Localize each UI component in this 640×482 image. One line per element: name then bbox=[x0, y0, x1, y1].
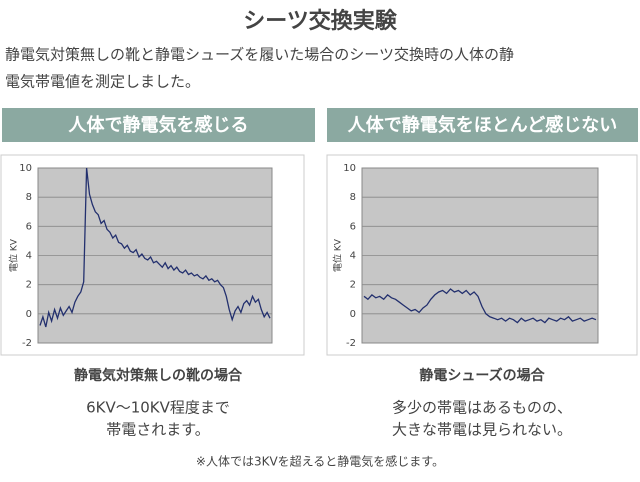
title: シーツ交換実験 bbox=[243, 8, 398, 34]
chart-note: 多少の帯電はあるものの、 bbox=[392, 399, 572, 417]
chart-heading: 人体で静電気を感じる bbox=[68, 114, 249, 136]
heading-banner bbox=[327, 108, 638, 142]
data-line bbox=[39, 167, 271, 328]
y-tick-label: 10 bbox=[343, 163, 356, 174]
y-tick-label: 4 bbox=[26, 251, 32, 262]
y-axis-label: 電位 KV bbox=[332, 238, 344, 272]
chart-caption: 静電シューズの場合 bbox=[419, 367, 545, 384]
y-tick-label: -2 bbox=[22, 338, 32, 349]
y-tick-label: 8 bbox=[350, 192, 356, 203]
description: 静電気対策無しの靴と静電シューズを履いた場合のシーツ交換時の人体の静 bbox=[5, 46, 514, 64]
y-tick-label: 6 bbox=[26, 221, 32, 232]
footnote: ※人体では3KVを超えると静電気を感じます。 bbox=[196, 454, 444, 469]
y-tick-label: 10 bbox=[19, 163, 32, 174]
y-tick-label: 4 bbox=[350, 251, 356, 262]
chart-note: 大きな帯電は見られない。 bbox=[392, 421, 572, 439]
data-line bbox=[363, 288, 597, 324]
chart-heading: 人体で静電気をほとんど感じない bbox=[347, 114, 617, 136]
chart-note: 6KV〜10KV程度まで bbox=[86, 399, 230, 417]
y-tick-label: 0 bbox=[26, 309, 32, 320]
heading-banner bbox=[2, 108, 315, 142]
chart-caption: 静電気対策無しの靴の場合 bbox=[74, 367, 243, 384]
y-tick-label: 6 bbox=[350, 221, 356, 232]
y-tick-label: 8 bbox=[26, 192, 32, 203]
y-tick-label: -2 bbox=[346, 338, 356, 349]
y-axis-label: 電位 KV bbox=[8, 238, 20, 272]
y-tick-label: 2 bbox=[26, 280, 32, 291]
description: 電気帯電値を測定しました。 bbox=[5, 73, 200, 91]
y-tick-label: 2 bbox=[350, 280, 356, 291]
chart-note: 帯電されます。 bbox=[106, 421, 210, 439]
y-tick-label: 0 bbox=[350, 309, 356, 320]
